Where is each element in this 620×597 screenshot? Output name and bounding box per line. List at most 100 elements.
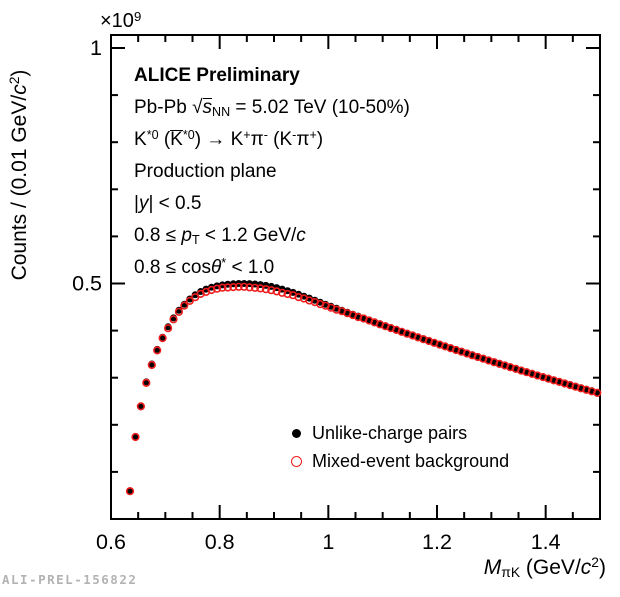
text-segment: c — [580, 556, 592, 579]
legend-entry: Unlike-charge pairs — [288, 419, 509, 447]
text-segment: 2 — [6, 76, 23, 85]
data-point-mixed-event — [582, 385, 591, 394]
text-segment: - — [292, 127, 297, 142]
watermark-label: ALI-PREL-156822 — [2, 572, 138, 587]
text-segment: 0.8 ≤ — [134, 225, 182, 246]
data-point-mixed-event — [294, 293, 303, 302]
text-segment: *0 — [146, 127, 159, 142]
data-point-mixed-event — [229, 283, 238, 292]
x-tick-label: 1.2 — [422, 530, 452, 554]
text-segment: < 1.2 GeV/ — [199, 225, 297, 246]
text-segment: 2 — [591, 554, 599, 571]
y-axis-multiplier: ×109 — [100, 10, 141, 33]
text-segment: (K — [267, 129, 293, 150]
data-point-mixed-event — [593, 388, 602, 398]
annotation-line: K*0 (K*0) → K+π- (K-π+) — [134, 124, 410, 156]
text-segment: c — [296, 225, 306, 246]
text-segment: θ — [210, 257, 222, 278]
data-point-mixed-event — [136, 402, 145, 411]
y-tick-label: 0.5 — [72, 272, 102, 296]
y-axis-title: Counts / (0.01 GeV/c2) — [6, 70, 32, 281]
data-point-mixed-event — [250, 283, 260, 292]
text-segment: πK — [501, 564, 521, 581]
text-segment: c — [8, 84, 31, 95]
annotation-line: Production plane — [134, 156, 410, 188]
data-point-mixed-event — [207, 285, 216, 295]
data-point-mixed-event — [174, 307, 183, 316]
data-point-mixed-event — [245, 283, 254, 292]
text-segment: *0 — [182, 127, 195, 142]
data-point-mixed-event — [354, 313, 363, 322]
data-point-mixed-event — [576, 384, 586, 393]
x-tick-label: 0.6 — [96, 530, 126, 554]
legend-label: Unlike-charge pairs — [312, 422, 468, 443]
data-point-mixed-event — [164, 324, 173, 333]
annotation-block: ALICE Preliminary Pb-Pb √sNN = 5.02 TeV (… — [134, 60, 410, 284]
data-point-mixed-event — [278, 288, 287, 297]
text-segment: Counts / (0.01 GeV/ — [8, 94, 31, 281]
data-point-mixed-event — [180, 301, 189, 310]
annotation-line: ALICE Preliminary — [134, 60, 410, 92]
text-segment: π — [250, 129, 264, 150]
text-segment: - — [263, 127, 268, 142]
axis-ticks — [110, 35, 601, 519]
data-point-mixed-event — [332, 305, 341, 314]
text-segment: 0.8 ≤ cos — [134, 257, 211, 278]
data-point-mixed-event — [240, 282, 249, 291]
data-point-mixed-event — [153, 346, 162, 355]
data-point-mixed-event — [234, 282, 243, 291]
legend-entry: Mixed-event background — [288, 447, 509, 475]
text-segment: ) — [599, 556, 606, 579]
text-segment: K — [170, 129, 183, 150]
text-segment: K — [134, 129, 147, 150]
text-segment: y — [138, 193, 149, 214]
text-segment: + — [309, 127, 317, 142]
x-tick-label: 1 — [322, 530, 334, 554]
data-point-mixed-event — [223, 283, 232, 292]
annotation-line: Pb-Pb √sNN = 5.02 TeV (10-50%) — [134, 92, 410, 124]
series-mixed-event-points — [125, 282, 602, 496]
annotation-line: |y| < 0.5 — [134, 188, 410, 220]
text-segment: NN — [212, 104, 231, 119]
text-segment: ALICE Preliminary — [134, 65, 300, 86]
text-segment: 9 — [133, 8, 142, 24]
text-segment: ) — [316, 129, 324, 150]
text-segment: < 1.0 — [226, 257, 275, 278]
data-point-mixed-event — [256, 284, 265, 293]
text-segment: s — [202, 97, 213, 118]
text-segment: * — [221, 255, 227, 270]
y-tick-labels: 0.51 — [72, 36, 102, 296]
data-point-mixed-event — [169, 315, 178, 324]
x-tick-labels: 0.6 0.8 1 1.2 1.4 — [96, 530, 561, 554]
x-axis-title: MπK (GeV/c2) — [483, 554, 606, 581]
data-point-mixed-event — [283, 289, 292, 299]
text-segment: = 5.02 TeV (10-50%) — [230, 97, 410, 118]
text-segment: (GeV/ — [520, 556, 581, 579]
text-segment: ( — [158, 129, 171, 150]
text-segment: π — [296, 129, 310, 150]
data-point-mixed-event — [218, 283, 227, 292]
text-segment: ×10 — [100, 10, 134, 32]
text-segment: Pb-Pb — [134, 97, 193, 118]
annotation-line: 0.8 ≤ cosθ* < 1.0 — [134, 252, 410, 284]
data-point-mixed-event — [147, 360, 156, 370]
text-segment: T — [191, 232, 200, 247]
data-point-mixed-event — [267, 286, 276, 295]
data-point-mixed-event — [158, 334, 167, 343]
text-segment: M — [483, 556, 502, 579]
text-segment: | — [134, 193, 139, 214]
annotation-line: 0.8 ≤ pT < 1.2 GeV/c — [134, 220, 410, 252]
y-tick-label: 1 — [90, 36, 102, 60]
data-point-mixed-event — [125, 487, 135, 496]
text-segment: Production plane — [134, 161, 277, 182]
legend-label: Mixed-event background — [312, 450, 510, 471]
text-segment: p — [181, 225, 192, 246]
data-point-mixed-event — [185, 296, 194, 306]
legend: Unlike-charge pairs Mixed-event backgroun… — [288, 419, 509, 475]
data-point-mixed-event — [212, 284, 222, 293]
data-point-mixed-event — [142, 378, 151, 388]
text-segment: √ — [192, 97, 203, 118]
data-point-mixed-event — [272, 287, 281, 296]
